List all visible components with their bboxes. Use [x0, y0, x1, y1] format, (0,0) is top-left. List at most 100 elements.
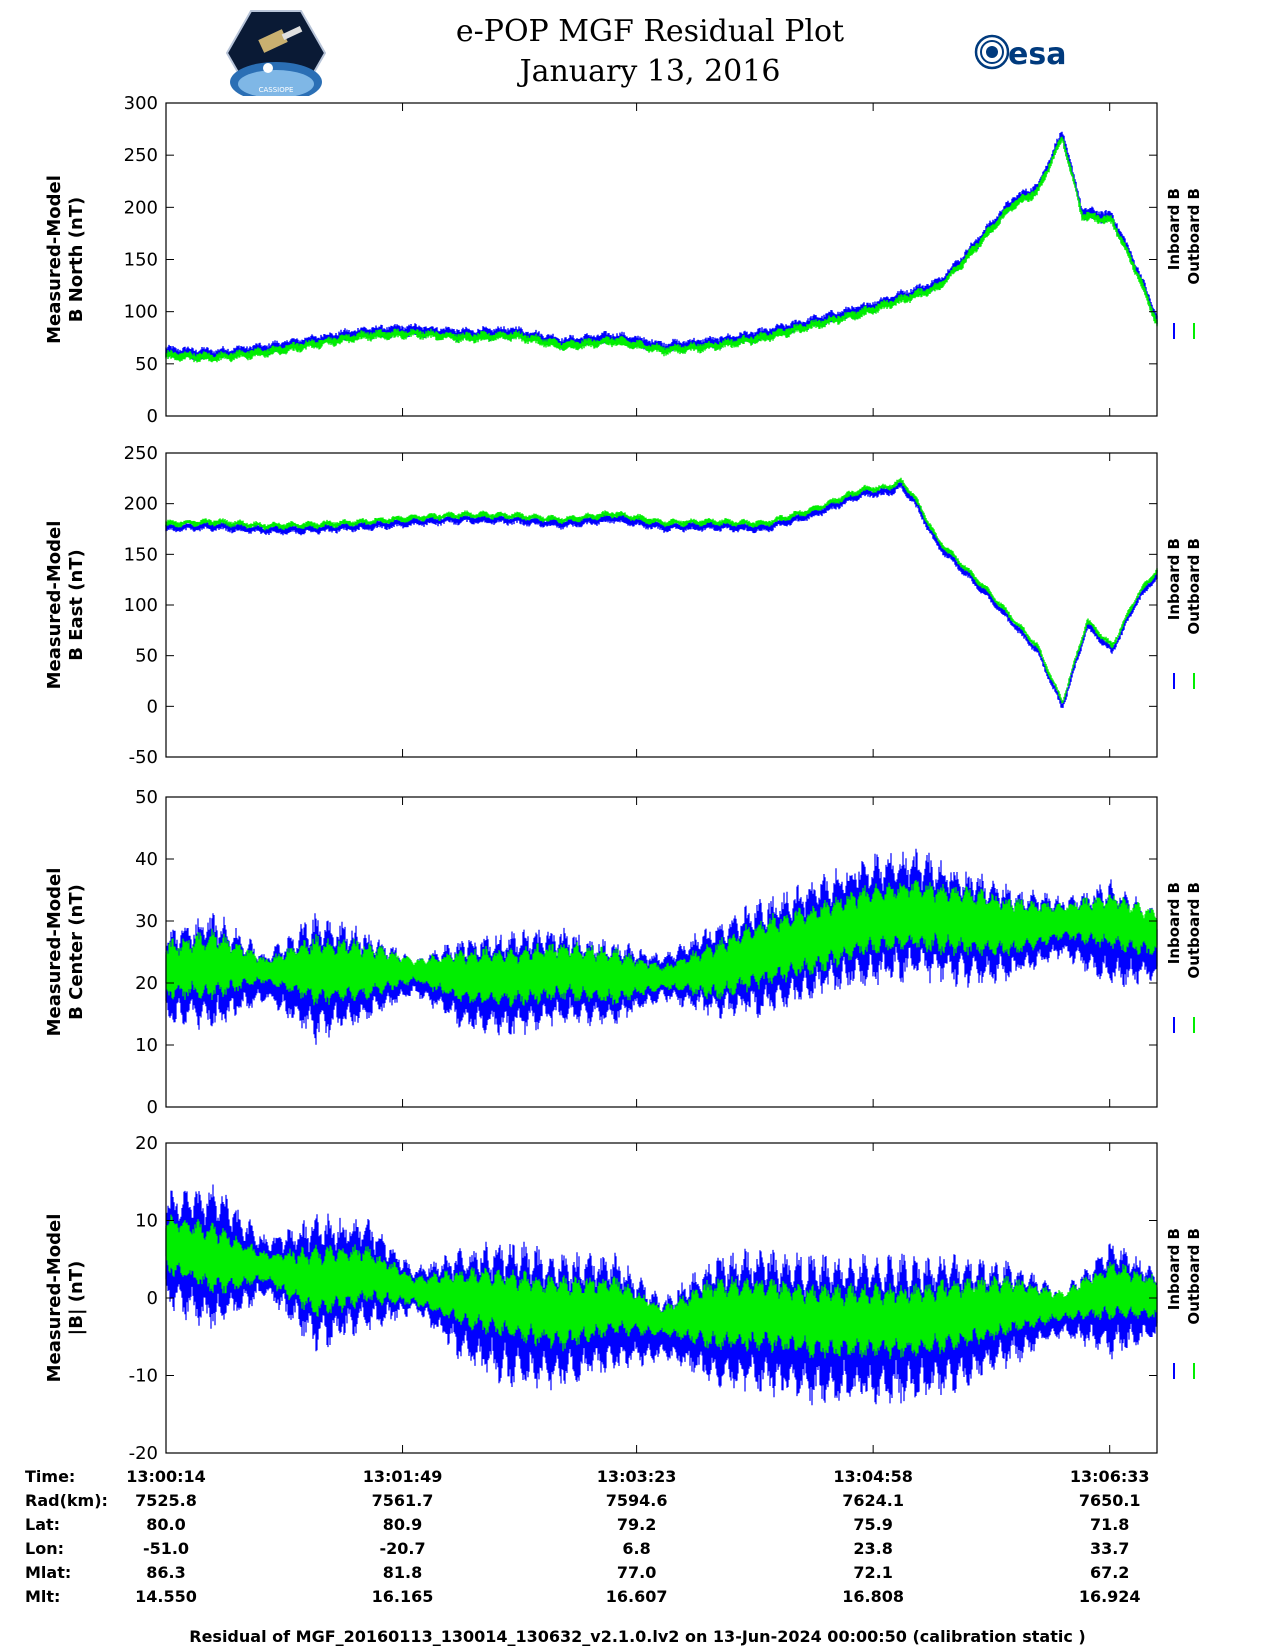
orbit-info-label: Lat:	[25, 1515, 61, 1534]
chart-panel-4: -20 -10 0 10 20 Measured-Model|B| (nT) Inboard…	[44, 1133, 1203, 1464]
orbit-info-row: Lon: -51.0 -20.7 6.8 23.8 33.7	[0, 1539, 1275, 1563]
orbit-info-value: 16.808	[842, 1587, 905, 1606]
orbit-info-value: 7624.1	[842, 1491, 905, 1510]
orbit-info-value: 13:00:14	[126, 1467, 206, 1486]
y-tick-label: 50	[135, 354, 158, 375]
y-axis-label-line: B North (nT)	[66, 197, 87, 323]
y-tick-label: -20	[129, 1443, 158, 1464]
y-tick-label: 100	[124, 302, 158, 323]
y-tick-label: 300	[124, 93, 158, 114]
y-tick-label: 150	[124, 250, 158, 271]
y-axis-label-line: Measured-Model	[44, 521, 65, 690]
orbit-info-value: 23.8	[853, 1539, 893, 1558]
inboard-series-1	[165, 131, 1158, 361]
orbit-info-value: 80.9	[382, 1515, 423, 1534]
orbit-info-value: -20.7	[379, 1539, 426, 1558]
orbit-info-label: Time:	[25, 1467, 76, 1486]
orbit-info-value: 13:01:49	[362, 1467, 443, 1486]
y-tick-label: 250	[124, 443, 158, 464]
esa-logo-text: esa	[1008, 37, 1066, 72]
plot-frame-2	[165, 452, 1158, 758]
y-axis-label-2: Measured-ModelB East (nT)	[44, 521, 87, 690]
orbit-info-value: 71.8	[1089, 1515, 1130, 1534]
orbit-info-value: 86.3	[146, 1563, 186, 1582]
orbit-info-value: 7594.6	[605, 1491, 668, 1510]
y-axis-label-line: B Center (nT)	[66, 884, 87, 1020]
orbit-info-value: -51.0	[142, 1539, 190, 1558]
orbit-info-value: 7561.7	[371, 1491, 434, 1510]
y-tick-label: 200	[124, 494, 158, 515]
y-axis-label-line: Measured-Model	[44, 868, 65, 1037]
cassiope-logo-text: CASSIOPE	[259, 86, 294, 94]
orbit-info-label: Lon:	[25, 1539, 64, 1558]
y-axis-label-1: Measured-ModelB North (nT)	[44, 175, 87, 344]
inboard-series-2	[165, 480, 1158, 708]
orbit-info-value: 79.2	[616, 1515, 657, 1534]
orbit-info-row: Mlt: 14.550 16.165 16.607 16.808 16.924	[0, 1587, 1275, 1611]
orbit-info-row: Mlat: 86.3 81.8 77.0 72.1 67.2	[0, 1563, 1275, 1587]
legend-outboard-label: Outboard B	[1185, 188, 1203, 285]
orbit-info-label: Mlt:	[25, 1587, 61, 1606]
legend-inboard-label: Inboard B	[1165, 188, 1183, 270]
orbit-info-value: 16.924	[1078, 1587, 1141, 1606]
orbit-info-row: Time: 13:00:14 13:01:49 13:03:23 13:04:58 13:…	[0, 1467, 1275, 1491]
y-axis-label-line: |B| (nT)	[66, 1261, 87, 1336]
y-axis-label-line: Measured-Model	[44, 175, 65, 344]
orbit-info-value: 6.8	[622, 1539, 651, 1558]
y-tick-label: 0	[147, 406, 158, 427]
y-tick-label: -10	[129, 1366, 158, 1387]
orbit-info-label: Rad(km):	[25, 1491, 108, 1510]
esa-logo: esa	[974, 34, 1066, 72]
legend-inboard-label: Inboard B	[1165, 538, 1183, 620]
plot-title: e-POP MGF Residual Plot	[455, 14, 845, 49]
orbit-info-value: 77.0	[616, 1563, 657, 1582]
y-tick-label: 0	[147, 1288, 158, 1309]
orbit-info-value: 7650.1	[1078, 1491, 1141, 1510]
y-tick-label: 100	[124, 595, 158, 616]
y-tick-label: 20	[135, 1133, 158, 1154]
legend-inboard-label: Inboard B	[1165, 1228, 1183, 1310]
y-axis-label-3: Measured-ModelB Center (nT)	[44, 868, 87, 1037]
orbit-info-label: Mlat:	[25, 1563, 72, 1582]
y-tick-label: 10	[135, 1211, 158, 1232]
orbit-info-value: 67.2	[1089, 1563, 1130, 1582]
y-tick-label: 250	[124, 145, 158, 166]
plot-frame-1	[165, 102, 1158, 417]
orbit-info-value: 16.165	[371, 1587, 434, 1606]
orbit-info-row: Lat: 80.0 80.9 79.2 75.9 71.8	[0, 1515, 1275, 1539]
legend-inboard-label: Inboard B	[1165, 882, 1183, 964]
y-axis-label-4: Measured-Model|B| (nT)	[44, 1214, 87, 1383]
orbit-info-value: 33.7	[1089, 1539, 1130, 1558]
y-axis-label-line: B East (nT)	[66, 549, 87, 661]
outboard-series-1	[165, 136, 1158, 363]
y-tick-label: 10	[135, 1035, 158, 1056]
y-tick-label: -50	[129, 747, 158, 768]
orbit-info-value: 72.1	[853, 1563, 893, 1582]
y-tick-label: 20	[135, 973, 158, 994]
chart-panel-2: -50 0 50 100 150 200 250 Measured-ModelB East (…	[44, 443, 1203, 768]
orbit-info-value: 75.9	[853, 1515, 893, 1534]
legend-outboard-label: Outboard B	[1185, 538, 1203, 635]
orbit-info-value: 13:04:58	[833, 1467, 913, 1486]
y-tick-label: 50	[135, 646, 158, 667]
orbit-info-row: Rad(km): 7525.8 7561.7 7594.6 7624.1 7650.1	[0, 1491, 1275, 1515]
plot-footer: Residual of MGF_20160113_130014_130632_v…	[189, 1627, 1086, 1646]
orbit-info-value: 16.607	[605, 1587, 668, 1606]
y-tick-label: 30	[135, 911, 158, 932]
legend-outboard-label: Outboard B	[1185, 1228, 1203, 1325]
plot-frame-3	[165, 796, 1158, 1108]
y-tick-label: 0	[147, 696, 158, 717]
orbit-info-value: 81.8	[382, 1563, 423, 1582]
orbit-info-value: 14.550	[135, 1587, 197, 1606]
y-tick-label: 40	[135, 849, 158, 870]
y-tick-label: 50	[135, 787, 158, 808]
legend-outboard-label: Outboard B	[1185, 882, 1203, 979]
orbit-info-value: 80.0	[146, 1515, 186, 1534]
y-axis-label-line: Measured-Model	[44, 1214, 65, 1383]
chart-panel-1: 0 50 100 150 200 250 300 Measured-ModelB North …	[44, 93, 1203, 427]
outboard-series-2	[165, 477, 1158, 704]
chart-panel-3: 0 10 20 30 40 50 Measured-ModelB Center (nT) In…	[44, 787, 1203, 1118]
y-tick-label: 0	[147, 1097, 158, 1118]
